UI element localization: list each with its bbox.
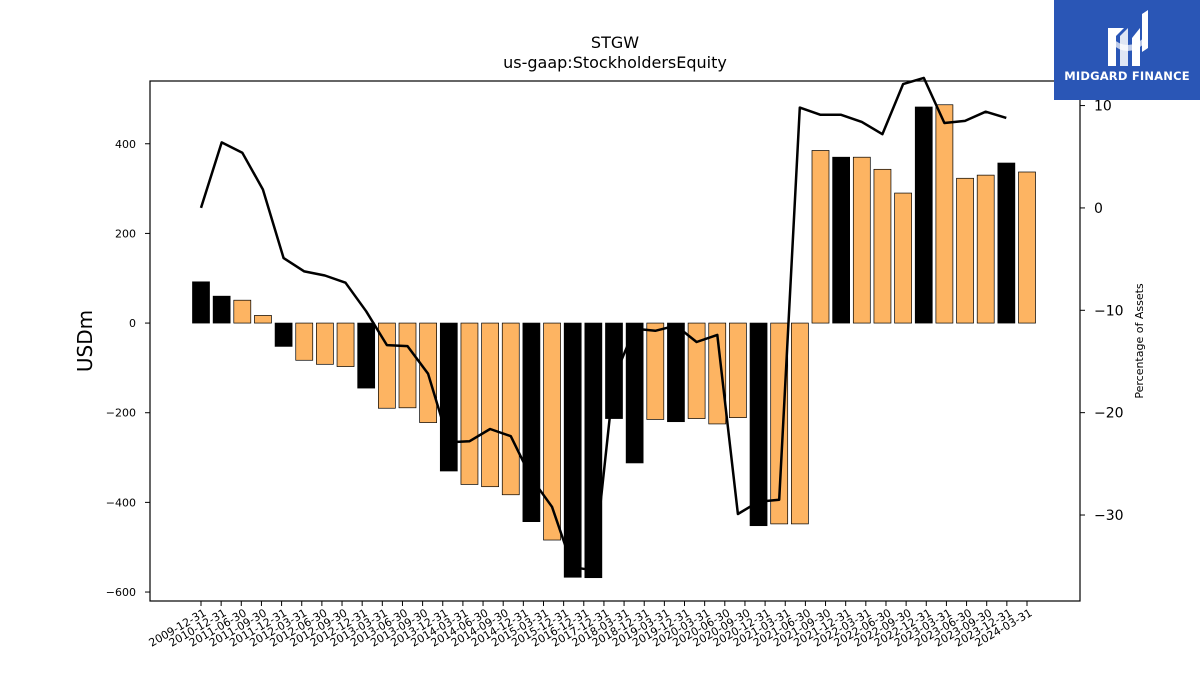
brand-logo: MIDGARD FINANCE [1054,0,1200,100]
bar [481,322,499,488]
bar [729,322,747,419]
bar [749,322,768,527]
y-tick-label: −400 [106,496,136,509]
bar [336,322,355,367]
bar [543,322,561,541]
bar [584,322,603,579]
y2-axis-label: Percentage of Assets [1133,283,1146,399]
bar [1018,171,1036,324]
bar [667,322,685,423]
bar [357,322,376,389]
bar [501,322,520,496]
bar [708,322,727,425]
bar [687,322,706,419]
bar [192,281,210,324]
y-tick-label: −600 [106,586,136,599]
bar [522,322,541,523]
y2-tick-label: −30 [1094,508,1124,524]
bar [976,174,995,324]
bar [790,322,809,525]
plot-frame [149,80,1081,602]
chart-title: STGW [591,33,639,52]
bar [646,322,665,420]
bar [832,156,851,324]
bar [956,177,974,324]
bar [997,162,1016,324]
bar [563,322,582,578]
y2-tick-label: 0 [1094,201,1103,217]
y2-tick-label: −20 [1094,406,1124,422]
y-tick-label: 0 [129,317,136,330]
bar [894,192,912,324]
y2-tick-label: 10 [1094,99,1112,115]
bar [935,104,954,324]
chart-subtitle: us-gaap:StockholdersEquity [503,53,727,72]
bar [605,322,623,419]
bar [625,322,644,464]
bar [254,315,272,324]
brand-name: MIDGARD FINANCE [1064,69,1190,83]
bar [316,322,334,365]
y-tick-label: −200 [106,407,136,420]
axes: −600−400−2000200400−30−20−100102009-12-3… [106,80,1124,650]
y2-tick-label: −10 [1094,303,1124,319]
bar [274,322,293,347]
bar [212,295,231,324]
y-axis-label: USDm [73,310,97,372]
bar [398,322,417,409]
bar [770,322,789,525]
bar [852,156,871,324]
bar [295,322,314,361]
percentage-line [199,76,1007,572]
bar-series [192,104,1036,579]
bar [811,150,830,324]
y-tick-label: 400 [115,138,136,151]
bar [914,106,933,324]
bar [460,322,479,485]
bar [233,299,252,324]
midgard-logo-icon [1108,10,1148,66]
bar [439,322,458,472]
y-tick-label: 200 [115,227,136,240]
line-series [199,76,1007,572]
bar [873,168,892,324]
